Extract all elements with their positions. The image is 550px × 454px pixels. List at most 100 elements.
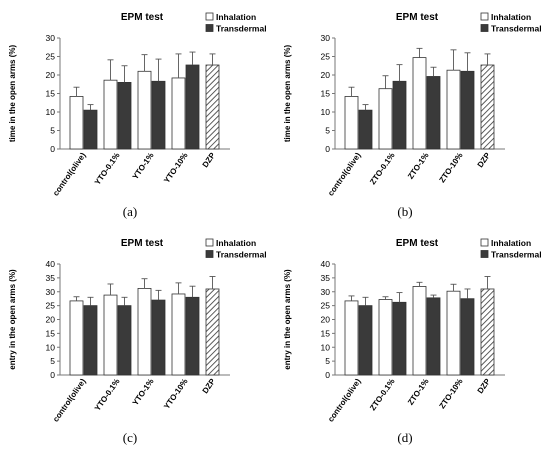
legend-swatch-inhalation [205, 12, 214, 21]
bar-transdermal [460, 70, 475, 150]
bar-inhalation [378, 88, 393, 150]
y-tick-label: 15 [321, 328, 331, 338]
bar-transdermal [392, 301, 407, 376]
y-tick-label: 0 [50, 370, 55, 380]
bar-transdermal [358, 305, 373, 376]
bar-inhalation [103, 79, 118, 150]
bar-inhalation [344, 300, 359, 376]
legend-label-inhalation: Inhalation [491, 12, 531, 22]
legend-swatch-inhalation [480, 238, 489, 247]
x-tick-label: control(olive) [51, 377, 88, 424]
panel-label: (a) [123, 204, 137, 219]
y-tick-label: 10 [321, 342, 331, 352]
legend-label-inhalation: Inhalation [216, 238, 256, 248]
bar-transdermal [117, 305, 132, 376]
y-tick-label: 30 [46, 33, 56, 43]
bar-transdermal [117, 82, 132, 150]
bar-inhalation [446, 69, 461, 150]
legend-swatch-transdermal [480, 24, 489, 32]
y-tick-label: 0 [325, 370, 330, 380]
y-tick-label: 35 [46, 273, 56, 283]
bar-dzp [480, 64, 495, 150]
x-tick-label: control(olive) [326, 151, 363, 198]
x-tick-label: ZTO-1% [406, 151, 431, 181]
y-tick-label: 5 [50, 126, 55, 136]
legend-swatch-transdermal [205, 24, 214, 32]
chart-title: EPM test [121, 238, 164, 249]
x-tick-label: YTO-0.1% [93, 151, 122, 187]
y-tick-label: 30 [321, 33, 331, 43]
y-tick-label: 20 [321, 70, 331, 80]
chart-legend: Inhalation Transdermal [480, 12, 542, 34]
bar-inhalation [69, 96, 84, 150]
bar-transdermal [426, 297, 441, 376]
panel-label: (d) [397, 430, 412, 445]
chart-panel-3: EPM test Inhalation Transdermal 0 5 10 15 20 25 3… [283, 238, 542, 445]
x-tick-label: ZTO-10% [437, 151, 464, 184]
y-tick-label: 25 [46, 52, 56, 62]
legend-swatch-transdermal [205, 250, 214, 258]
x-tick-label: control(olive) [326, 377, 363, 424]
y-tick-label: 35 [321, 273, 331, 283]
y-tick-label: 5 [325, 356, 330, 366]
legend-label-transdermal: Transdermal [216, 250, 267, 260]
x-tick-label: control(olive) [51, 151, 88, 198]
bar-transdermal [460, 298, 475, 376]
panel-label: (c) [123, 430, 137, 445]
y-tick-label: 15 [46, 328, 56, 338]
bar-inhalation [378, 299, 393, 376]
x-tick-label: ZTO-10% [437, 377, 464, 410]
bar-inhalation [137, 70, 152, 150]
y-tick-label: 30 [321, 287, 331, 297]
legend-label-transdermal: Transdermal [491, 250, 542, 260]
bar-transdermal [83, 305, 98, 376]
x-tick-label: DZP [476, 150, 493, 169]
bar-inhalation [69, 300, 84, 376]
legend-swatch-transdermal [480, 250, 489, 258]
x-tick-label: YTO-1% [131, 151, 156, 181]
bar-inhalation [412, 286, 427, 376]
bar-transdermal [358, 109, 373, 150]
y-axis-label: entry in the open arms (%) [283, 269, 292, 370]
y-tick-label: 15 [321, 89, 331, 99]
chart-title: EPM test [121, 12, 164, 23]
chart-panel-0: EPM test Inhalation Transdermal 0 5 10 15 20 25 3… [8, 12, 267, 219]
y-tick-label: 0 [50, 144, 55, 154]
chart-title: EPM test [396, 238, 439, 249]
legend-swatch-inhalation [205, 238, 214, 247]
bar-inhalation [171, 77, 186, 150]
y-tick-label: 25 [321, 52, 331, 62]
legend-swatch-inhalation [480, 12, 489, 21]
y-axis-label: entry in the open arms (%) [8, 269, 17, 370]
x-tick-label: DZP [201, 150, 218, 169]
bar-inhalation [446, 290, 461, 376]
y-tick-label: 0 [325, 144, 330, 154]
bar-inhalation [137, 288, 152, 376]
x-tick-label: YTO-1% [131, 377, 156, 407]
bar-inhalation [412, 57, 427, 150]
x-tick-label: YTO-10% [162, 377, 189, 411]
y-tick-label: 40 [46, 259, 56, 269]
y-tick-label: 15 [46, 89, 56, 99]
y-tick-label: 20 [46, 315, 56, 325]
chart-legend: Inhalation Transdermal [205, 238, 267, 260]
x-tick-label: ZTO-0.1% [368, 377, 396, 412]
bar-transdermal [151, 299, 166, 376]
bar-inhalation [171, 293, 186, 376]
y-tick-label: 10 [321, 107, 331, 117]
y-tick-label: 30 [46, 287, 56, 297]
y-tick-label: 20 [46, 70, 56, 80]
y-tick-label: 40 [321, 259, 331, 269]
y-tick-label: 20 [321, 315, 331, 325]
y-axis-label: time in the open arms (%) [8, 44, 17, 142]
bar-transdermal [185, 296, 200, 376]
y-tick-label: 5 [50, 356, 55, 366]
x-tick-label: ZTO-0.1% [368, 151, 396, 186]
bar-transdermal [426, 76, 441, 150]
chart-legend: Inhalation Transdermal [480, 238, 542, 260]
y-tick-label: 5 [325, 126, 330, 136]
y-tick-label: 10 [46, 107, 56, 117]
legend-label-transdermal: Transdermal [491, 24, 542, 34]
x-tick-label: YTO-10% [162, 151, 189, 185]
